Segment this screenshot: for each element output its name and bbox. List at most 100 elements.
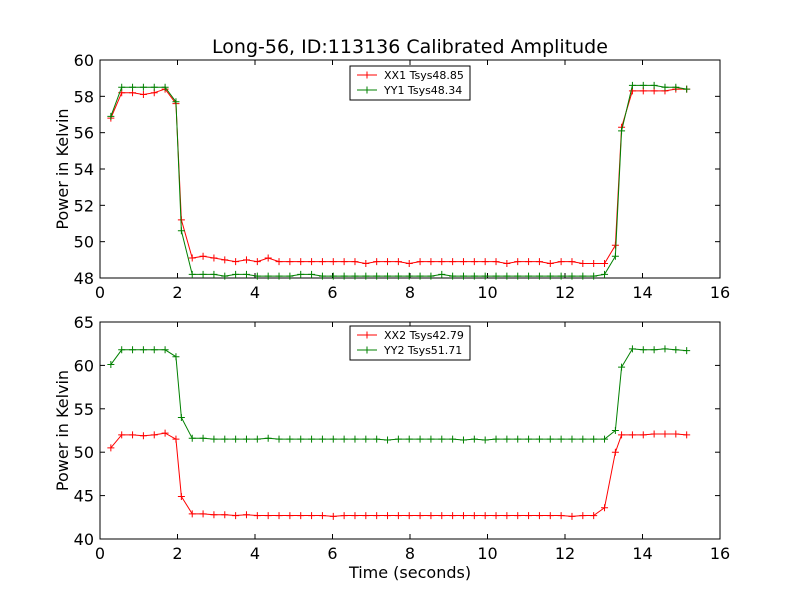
data-point-marker bbox=[275, 512, 283, 520]
data-point-marker bbox=[470, 512, 478, 520]
x-tick-label: 4 bbox=[250, 544, 260, 563]
data-point-marker bbox=[672, 430, 680, 438]
legend-box bbox=[349, 65, 471, 101]
data-point-marker bbox=[459, 436, 467, 444]
data-point-marker bbox=[481, 436, 489, 444]
data-point-marker bbox=[459, 512, 467, 520]
data-point-marker bbox=[329, 435, 337, 443]
data-point-marker bbox=[129, 431, 137, 439]
data-point-marker bbox=[601, 259, 609, 267]
data-point-marker bbox=[514, 272, 522, 280]
data-point-marker bbox=[351, 272, 359, 280]
data-point-marker bbox=[210, 254, 218, 262]
data-point-marker bbox=[438, 435, 446, 443]
data-point-marker bbox=[384, 258, 392, 266]
data-point-marker bbox=[557, 258, 565, 266]
data-point-marker bbox=[514, 258, 522, 266]
data-point-marker bbox=[579, 272, 587, 280]
data-point-marker bbox=[618, 431, 626, 439]
data-point-marker bbox=[546, 259, 554, 267]
data-point-marker bbox=[557, 435, 565, 443]
legend-entry-label: YY1 Tsys48.34 bbox=[383, 84, 462, 97]
data-point-marker bbox=[286, 512, 294, 520]
data-point-marker bbox=[286, 258, 294, 266]
data-point-marker bbox=[188, 510, 196, 518]
data-point-marker bbox=[150, 431, 158, 439]
data-point-marker bbox=[242, 256, 250, 264]
data-point-marker bbox=[118, 431, 126, 439]
legend-entry-label: YY2 Tsys51.71 bbox=[383, 344, 462, 357]
data-point-marker bbox=[129, 346, 137, 354]
data-point-marker bbox=[253, 512, 261, 520]
data-point-marker bbox=[650, 346, 658, 354]
data-point-marker bbox=[188, 270, 196, 278]
data-point-marker bbox=[318, 258, 326, 266]
data-point-marker bbox=[405, 259, 413, 267]
x-tick-label: 12 bbox=[555, 544, 575, 563]
data-point-marker bbox=[264, 254, 272, 262]
data-point-marker bbox=[329, 512, 337, 520]
data-point-marker bbox=[340, 258, 348, 266]
data-point-marker bbox=[628, 81, 636, 89]
data-point-marker bbox=[427, 435, 435, 443]
legend-swatch-marker bbox=[363, 346, 371, 354]
data-point-marker bbox=[384, 436, 392, 444]
data-point-marker bbox=[601, 435, 609, 443]
data-point-marker bbox=[416, 258, 424, 266]
data-point-marker bbox=[232, 258, 240, 266]
data-point-marker bbox=[579, 435, 587, 443]
data-point-marker bbox=[221, 435, 229, 443]
data-point-marker bbox=[579, 512, 587, 520]
top-panel: 0 2 4 6 8 10 12 14 16 48 50 52 54 56 58 60 Power in Kelv… bbox=[53, 51, 730, 302]
data-point-marker bbox=[188, 434, 196, 442]
data-point-marker bbox=[221, 256, 229, 264]
x-tick-label: 16 bbox=[710, 544, 730, 563]
data-point-marker bbox=[139, 346, 147, 354]
y-tick-label: 50 bbox=[74, 233, 94, 252]
data-point-marker bbox=[639, 81, 647, 89]
data-point-marker bbox=[650, 81, 658, 89]
data-point-marker bbox=[107, 112, 115, 120]
data-point-marker bbox=[568, 272, 576, 280]
data-point-marker bbox=[611, 427, 619, 434]
data-point-marker bbox=[438, 270, 446, 278]
data-point-marker bbox=[232, 435, 240, 443]
data-point-marker bbox=[601, 270, 609, 278]
data-point-marker bbox=[199, 252, 207, 260]
data-point-marker bbox=[492, 258, 500, 266]
data-point-marker bbox=[618, 363, 626, 371]
legend-swatch-marker bbox=[363, 86, 371, 94]
data-point-marker bbox=[297, 270, 305, 278]
data-point-marker bbox=[470, 272, 478, 280]
data-point-marker bbox=[177, 413, 185, 421]
data-point-marker bbox=[242, 270, 250, 278]
data-point-marker bbox=[416, 512, 424, 520]
data-point-marker bbox=[351, 435, 359, 443]
data-point-marker bbox=[650, 430, 658, 438]
data-point-marker bbox=[639, 346, 647, 354]
data-point-marker bbox=[340, 272, 348, 280]
x-tick-label: 6 bbox=[327, 283, 337, 302]
data-point-marker bbox=[683, 347, 691, 355]
x-tick-label: 6 bbox=[327, 544, 337, 563]
data-point-marker bbox=[177, 492, 185, 500]
data-point-marker bbox=[438, 512, 446, 520]
x-tick-label: 2 bbox=[172, 544, 182, 563]
data-point-marker bbox=[107, 361, 115, 369]
data-point-marker bbox=[318, 512, 326, 520]
data-point-marker bbox=[297, 512, 305, 520]
x-tick-label: 0 bbox=[95, 544, 105, 563]
data-point-marker bbox=[221, 511, 229, 519]
data-point-marker bbox=[535, 435, 543, 443]
data-point-marker bbox=[618, 127, 626, 135]
data-point-marker bbox=[525, 272, 533, 280]
data-point-marker bbox=[373, 512, 381, 520]
data-point-marker bbox=[525, 512, 533, 520]
data-point-marker bbox=[308, 258, 316, 266]
data-point-marker bbox=[590, 435, 598, 443]
data-point-marker bbox=[683, 85, 691, 93]
data-point-marker bbox=[438, 258, 446, 266]
x-tick-label: 16 bbox=[710, 283, 730, 302]
data-point-marker bbox=[210, 435, 218, 443]
data-point-marker bbox=[405, 435, 413, 443]
